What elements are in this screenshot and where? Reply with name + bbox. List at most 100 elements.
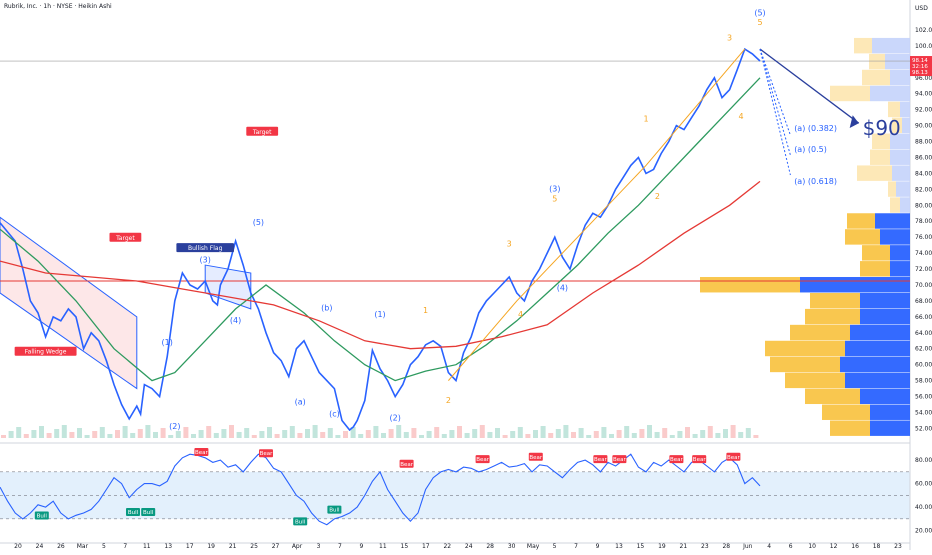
volume-profile-buy-bar bbox=[854, 37, 872, 54]
volume-bar bbox=[297, 433, 303, 438]
volume-bar bbox=[700, 430, 706, 438]
volume-bar bbox=[434, 427, 440, 438]
time-tick-label: 17 bbox=[186, 543, 194, 550]
volume-bar bbox=[593, 431, 599, 438]
current-price-other: 98.13 bbox=[912, 70, 928, 76]
wave-label: (a) bbox=[295, 398, 306, 407]
volume-bar bbox=[419, 435, 424, 438]
volume-bar bbox=[624, 426, 630, 438]
volume-bar bbox=[358, 434, 364, 438]
time-tick-label: 9 bbox=[596, 543, 600, 550]
volume-bar bbox=[31, 430, 37, 438]
volume-bar bbox=[198, 430, 204, 438]
volume-bar bbox=[236, 432, 242, 438]
volume-profile-sell-bar bbox=[870, 404, 910, 420]
fib-level-label: (a) (0.618) bbox=[794, 177, 837, 186]
currency-label: USD bbox=[915, 5, 928, 12]
price-tick-label: 78.00 bbox=[915, 218, 932, 225]
price-tick-label: 64.00 bbox=[915, 330, 932, 337]
pattern-tag bbox=[176, 243, 234, 253]
volume-bar bbox=[153, 432, 158, 438]
volume-bar bbox=[320, 432, 326, 438]
volume-bar bbox=[639, 429, 645, 438]
volume-profile-buy-bar bbox=[888, 181, 896, 197]
time-tick-label: Jun bbox=[742, 543, 753, 550]
time-tick-label: 15 bbox=[637, 543, 645, 550]
wave-label: 3 bbox=[727, 33, 732, 42]
wave-label: (1) bbox=[162, 338, 173, 347]
fib-level-label: (a) (0.5) bbox=[794, 145, 827, 154]
wave-label: (3) bbox=[200, 256, 211, 265]
volume-bar bbox=[723, 429, 728, 438]
volume-bar bbox=[449, 430, 455, 438]
volume-bar bbox=[487, 432, 493, 438]
price-tick-label: 62.00 bbox=[915, 346, 932, 353]
wave-label: (2) bbox=[390, 413, 401, 422]
volume-bar bbox=[335, 435, 341, 438]
time-tick-label: 16 bbox=[851, 543, 859, 550]
time-tick-label: 23 bbox=[894, 543, 902, 550]
volume-bar bbox=[206, 426, 212, 438]
volume-profile-sell-bar bbox=[900, 197, 910, 213]
volume-profile-sell-bar bbox=[860, 388, 910, 405]
time-tick-label: Apr bbox=[292, 543, 303, 550]
volume-profile-sell-bar bbox=[850, 324, 910, 341]
time-tick-label: 9 bbox=[360, 543, 364, 550]
pattern-tag-label: Bullish Flag bbox=[188, 245, 223, 252]
volume-profile-sell-bar bbox=[870, 420, 910, 436]
volume-profile-buy-bar bbox=[847, 213, 875, 229]
volume-bar bbox=[654, 432, 660, 438]
fib-level-label: (a) (0.382) bbox=[794, 124, 837, 133]
volume-bar bbox=[502, 435, 508, 438]
time-tick-label: 25 bbox=[250, 543, 258, 550]
volume-profile-buy-bar bbox=[770, 356, 840, 373]
projection-arrow-head bbox=[849, 115, 859, 128]
volume-bar bbox=[685, 427, 690, 438]
volume-bar bbox=[312, 425, 318, 438]
oscillator-signal-tag bbox=[692, 455, 707, 464]
volume-bar bbox=[183, 427, 189, 438]
price-tick-label: 72.00 bbox=[915, 266, 932, 273]
time-tick-label: 7 bbox=[574, 543, 578, 550]
volume-profile-buy-bar bbox=[765, 340, 845, 357]
volume-bar bbox=[730, 425, 736, 438]
price-tick-label: 96.00 bbox=[915, 75, 932, 82]
volume-profile-sell-bar bbox=[875, 213, 910, 229]
oscillator-signal-tag bbox=[528, 452, 543, 461]
volume-bar bbox=[563, 425, 569, 438]
wave-label: 1 bbox=[643, 115, 648, 124]
fib-projection-line bbox=[759, 48, 791, 176]
volume-bar bbox=[441, 434, 447, 438]
wave-label: (1) bbox=[374, 310, 385, 319]
time-tick-label: 3 bbox=[317, 543, 321, 550]
wave-label: (b) bbox=[321, 303, 332, 312]
time-tick-label: 5 bbox=[102, 543, 106, 550]
volume-profile-sell-bar bbox=[900, 101, 910, 118]
volume-bar bbox=[571, 432, 576, 438]
volume-profile-buy-bar bbox=[790, 324, 850, 341]
time-tick-label: 18 bbox=[873, 543, 881, 550]
oscillator-signal-label: Bull bbox=[329, 508, 340, 514]
wave-label: (5) bbox=[253, 218, 264, 227]
volume-bar bbox=[84, 435, 90, 438]
current-price-countdown: 32:16 bbox=[912, 64, 928, 70]
volume-bar bbox=[191, 434, 196, 438]
volume-profile-buy-bar bbox=[845, 229, 880, 245]
volume-bar bbox=[343, 431, 348, 438]
volume-bar bbox=[609, 434, 614, 438]
volume-bar bbox=[23, 434, 29, 438]
volume-profile-sell-bar bbox=[880, 229, 910, 245]
volume-bar bbox=[578, 428, 584, 438]
time-tick-label: 7 bbox=[123, 543, 127, 550]
oscillator-signal-tag bbox=[141, 507, 156, 516]
oscillator-signal-tag bbox=[593, 455, 608, 464]
time-tick-label: 24 bbox=[36, 543, 44, 550]
oscillator-tick-label: 20.00 bbox=[915, 528, 932, 535]
volume-bar bbox=[495, 428, 500, 438]
wave-guide-line bbox=[448, 48, 746, 381]
oscillator-signal-tag bbox=[259, 449, 273, 458]
volume-bar bbox=[707, 426, 713, 438]
oscillator-signal-tag bbox=[726, 452, 741, 461]
volume-bar bbox=[738, 432, 744, 438]
